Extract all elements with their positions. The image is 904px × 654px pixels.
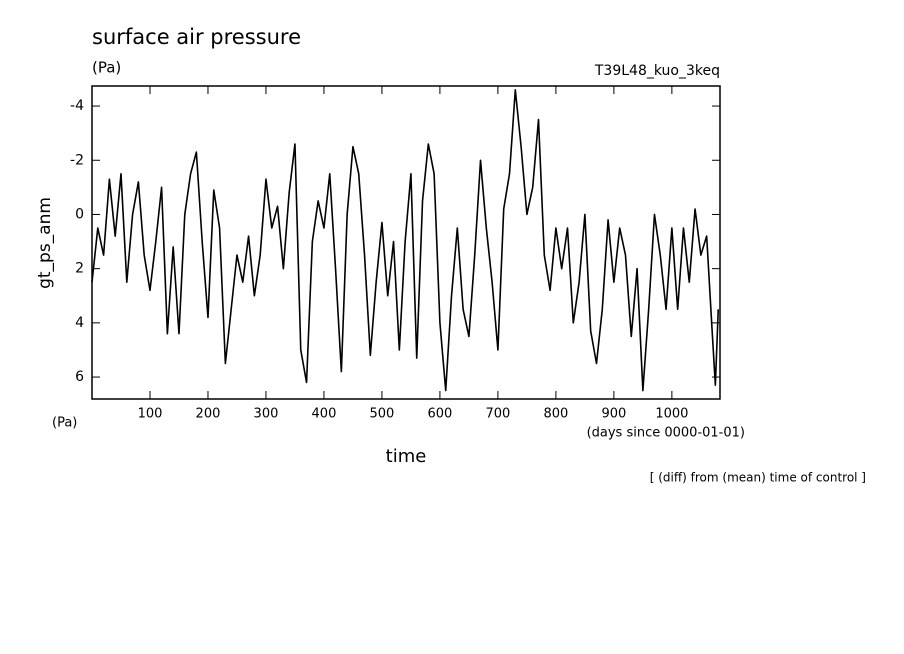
x-tick-label: 100 (138, 407, 163, 422)
data-line (91, 88, 720, 392)
y-tick-label: -4 (70, 98, 84, 114)
y-tick-label: 0 (75, 206, 84, 222)
x-tick-label: 300 (254, 407, 279, 422)
y-axis-label: gt_ps_anm (35, 197, 55, 289)
y-tick-label: 2 (75, 261, 84, 277)
plot-frame (91, 85, 721, 400)
x-unit: (days since 0000-01-01) (587, 426, 745, 441)
y-unit: (Pa) (92, 59, 121, 77)
x-tick-label: 400 (312, 407, 337, 422)
x-tick-label: 800 (543, 407, 568, 422)
x-tick-label: 1000 (655, 407, 688, 422)
note: [ (diff) from (mean) time of control ] (650, 471, 866, 485)
y-tick-label: 4 (75, 315, 84, 331)
x-tick-label: 600 (428, 407, 453, 422)
x-axis-label: time (386, 446, 427, 467)
y-tick-label: 6 (75, 369, 84, 385)
run-label: T39L48_kuo_3keq (594, 63, 720, 79)
x-unit-left: (Pa) (52, 416, 77, 431)
x-tick-label: 200 (196, 407, 221, 422)
y-tick-label: -2 (70, 152, 84, 168)
x-tick-label: 700 (485, 407, 510, 422)
x-tick-label: 500 (370, 407, 395, 422)
chart-title: surface air pressure (92, 25, 301, 49)
x-tick-label: 900 (601, 407, 626, 422)
